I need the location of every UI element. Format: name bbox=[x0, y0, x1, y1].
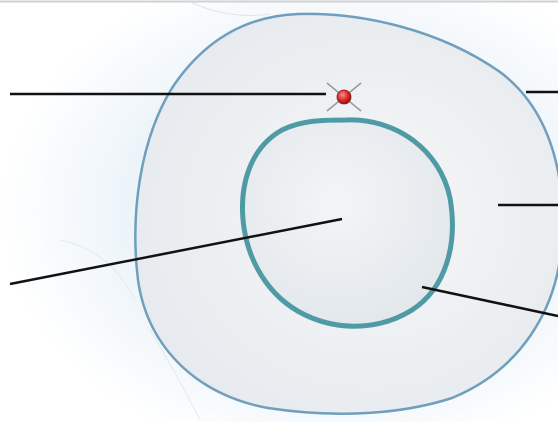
decorative-curve bbox=[189, 1, 271, 16]
red-dot-marker-icon bbox=[326, 82, 362, 112]
inner-ring bbox=[240, 117, 455, 329]
decorative-curve bbox=[59, 239, 136, 301]
leader-line-inner-region bbox=[9, 217, 343, 286]
decorative-curve bbox=[149, 329, 201, 421]
leader-line-inner-ring bbox=[421, 285, 558, 318]
